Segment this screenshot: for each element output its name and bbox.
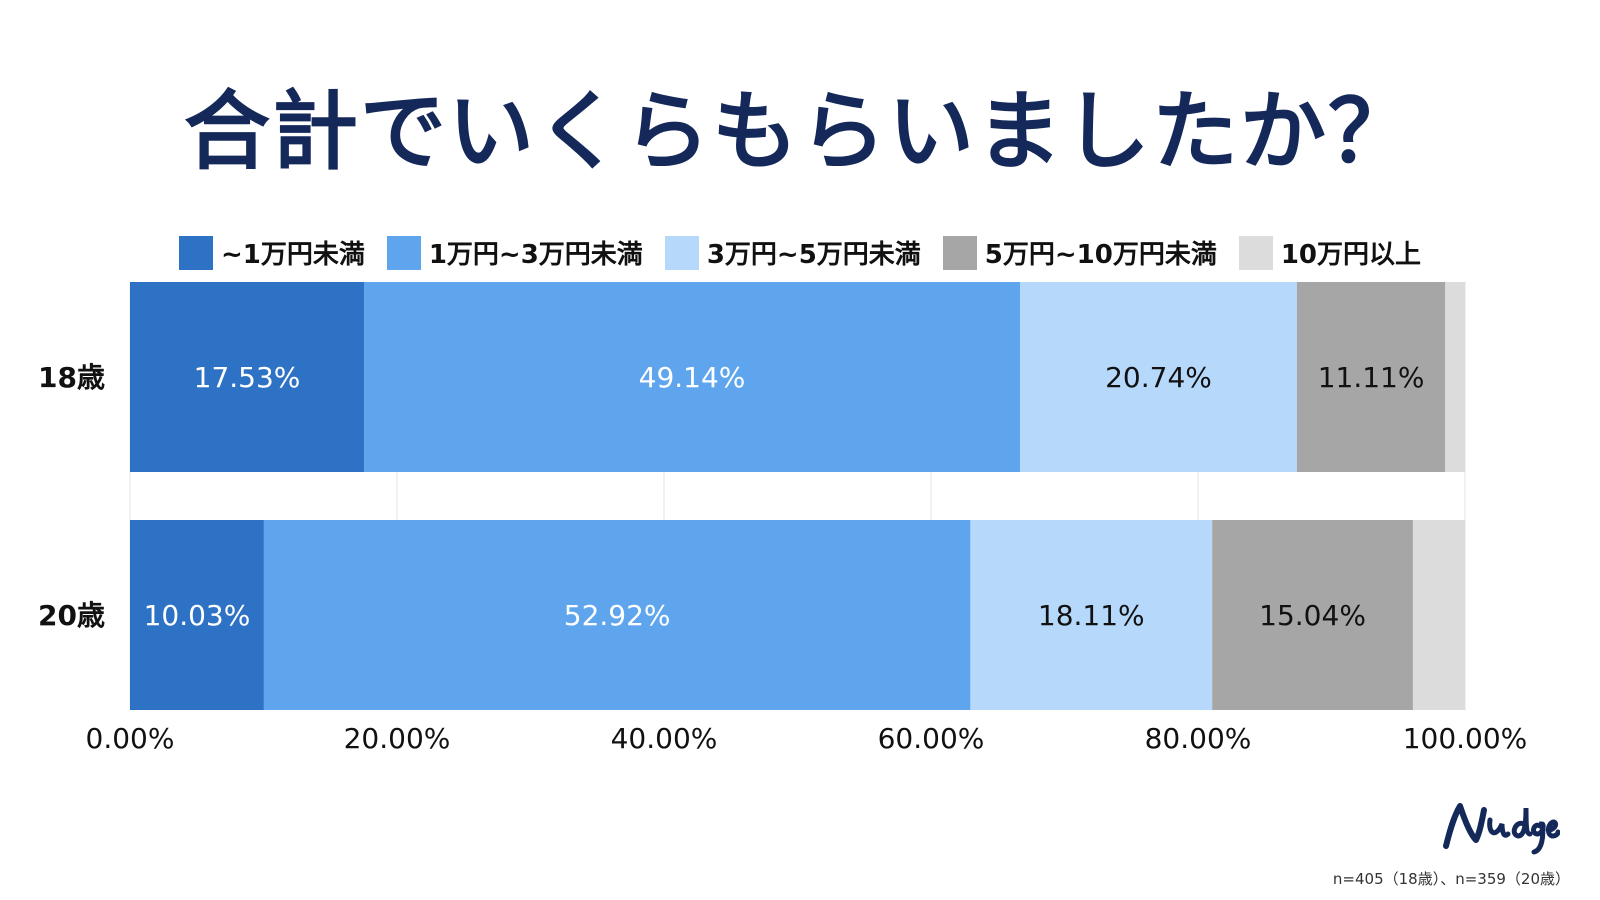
- bar-0-3: [1296, 282, 1446, 472]
- legend-swatch: [386, 235, 421, 270]
- legend-swatch: [1238, 235, 1273, 270]
- bar-0-4: [1445, 282, 1465, 472]
- data-label: 17.53%: [194, 361, 301, 394]
- legend-label: 10万円以上: [1280, 240, 1422, 270]
- legend-swatch: [942, 235, 977, 270]
- x-tick-label: 0.00%: [86, 722, 175, 755]
- legend-label: 5万円~10万円未満: [984, 240, 1217, 270]
- bar-1-1: [263, 520, 971, 710]
- bar-1-0: [130, 520, 264, 710]
- legend-swatch: [178, 235, 213, 270]
- data-label: 52.92%: [564, 599, 671, 632]
- x-tick-label: 20.00%: [344, 722, 451, 755]
- data-label: 15.04%: [1259, 599, 1366, 632]
- legend-item-0: ~1万円未満: [178, 234, 365, 271]
- data-label: 11.11%: [1318, 361, 1425, 394]
- category-label: 18歳: [38, 361, 105, 394]
- legend-item-2: 3万円~5万円未満: [664, 234, 921, 271]
- sample-size-footnote: n=405（18歳）、n=359（20歳）: [1332, 870, 1570, 888]
- chart-title: 合計でいくらもらいましたか？: [184, 82, 1416, 182]
- bar-0-1: [364, 282, 1021, 472]
- data-label: 20.74%: [1105, 361, 1212, 394]
- legend-swatch: [664, 235, 699, 270]
- logo-mark: [1443, 803, 1487, 849]
- legend-item-3: 5万円~10万円未満: [942, 234, 1217, 271]
- legend-label: ~1万円未満: [220, 240, 365, 270]
- legend-item-1: 1万円~3万円未満: [386, 234, 643, 271]
- bar-1-2: [970, 520, 1213, 710]
- x-tick-label: 100.00%: [1403, 722, 1528, 755]
- bar-1-3: [1212, 520, 1413, 710]
- legend: ~1万円未満 1万円~3万円未満 3万円~5万円未満 5万円~10万円未満 10万円以上: [0, 234, 1600, 271]
- data-label: 49.14%: [639, 361, 746, 394]
- legend-label: 1万円~3万円未満: [428, 240, 643, 270]
- bar-0-2: [1020, 282, 1297, 472]
- legend-label: 3万円~5万円未満: [706, 240, 921, 270]
- data-label: 18.11%: [1038, 599, 1145, 632]
- data-label: 10.03%: [144, 599, 251, 632]
- nudge-logo: [1443, 803, 1560, 855]
- bar-0-0: [130, 282, 365, 472]
- bar-1-4: [1412, 520, 1465, 710]
- legend-item-4: 10万円以上: [1238, 234, 1422, 271]
- category-label: 20歳: [38, 599, 105, 632]
- x-tick-label: 80.00%: [1145, 722, 1252, 755]
- x-tick-label: 60.00%: [878, 722, 985, 755]
- x-tick-label: 40.00%: [611, 722, 718, 755]
